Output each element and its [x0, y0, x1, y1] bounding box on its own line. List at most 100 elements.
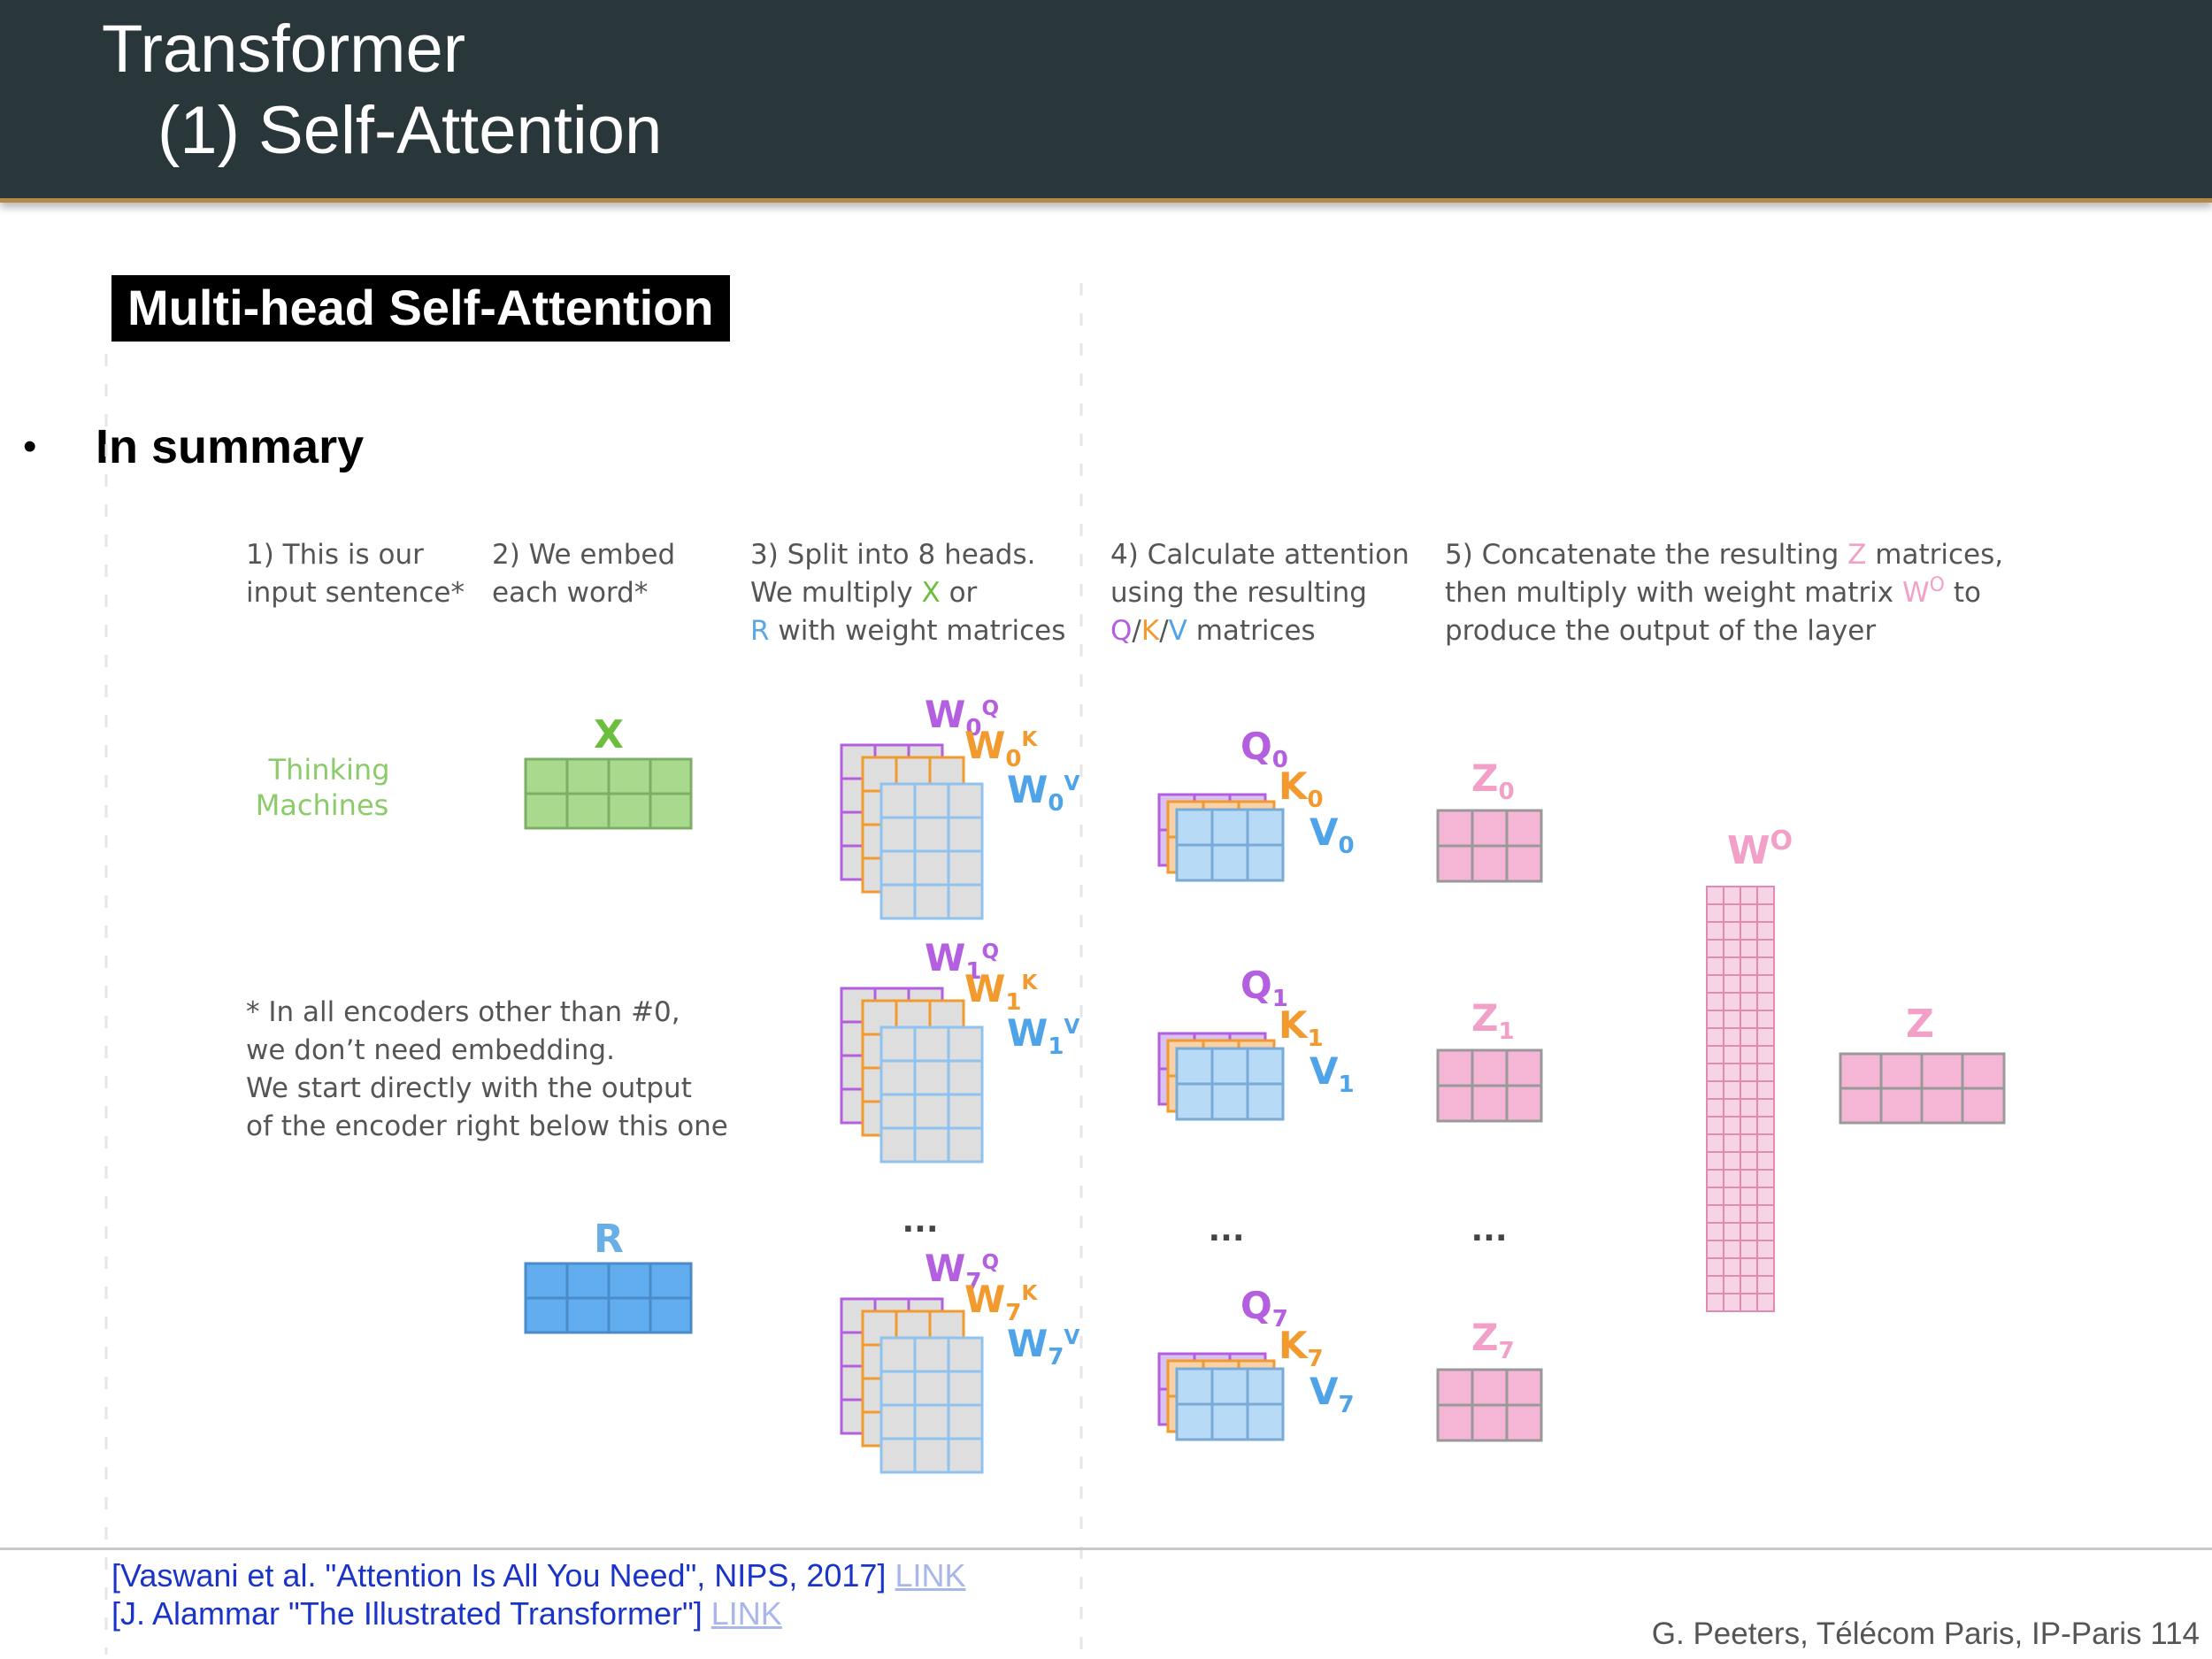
wv-label-0-index: 0 — [1048, 790, 1064, 817]
wv-label-0-main: W — [1007, 768, 1048, 811]
step-3-x: X — [921, 577, 940, 609]
z-head-1: Z1 — [1436, 996, 1543, 1123]
step-5-z: Z — [1847, 539, 1866, 571]
step-2-line-1: 2) We embed — [492, 539, 675, 571]
step-1-text: 1) This is our input sentence* — [246, 539, 465, 609]
step-5-matrices: matrices, — [1866, 539, 2003, 571]
section-tag: Multi-head Self-Attention — [111, 275, 730, 342]
step-4-line-2: using the resulting — [1110, 577, 1367, 609]
reference-1: [Vaswani et al. "Attention Is All You Ne… — [111, 1557, 965, 1594]
wk-label-1-index: 1 — [1005, 989, 1021, 1016]
z-output-matrix — [1839, 1052, 2006, 1125]
reference-1-link[interactable]: LINK — [895, 1557, 966, 1594]
z-label-0: Z0 — [1471, 757, 1515, 805]
wo-grid — [1706, 886, 1775, 1312]
step-5-text: 5) Concatenate the resulting Z matrices,… — [1445, 539, 2003, 647]
reference-1-text: [Vaswani et al. "Attention Is All You Ne… — [111, 1557, 895, 1594]
step-5-wo: W — [1902, 577, 1930, 609]
bullet-dot: • — [23, 425, 37, 468]
z-label-1-main: Z — [1471, 996, 1498, 1040]
wv-label-1-index: 1 — [1048, 1033, 1064, 1060]
step-1-line-1: 1) This is our — [246, 539, 424, 571]
z-matrix-0 — [1436, 809, 1543, 883]
v-label-1: V1 — [1310, 1049, 1355, 1098]
reference-2: [J. Alammar "The Illustrated Transformer… — [111, 1595, 782, 1632]
step-5-line-3: produce the output of the layer — [1445, 615, 1876, 647]
z-label-1: Z1 — [1471, 996, 1515, 1045]
step-4-matrices: matrices — [1187, 615, 1316, 647]
wq-label-0-main: W — [925, 693, 965, 736]
step-4-q: Q — [1110, 615, 1132, 647]
wq-label-1: W1Q — [925, 936, 999, 985]
step-5-line-2: then multiply with weight matrix WO to — [1445, 574, 1981, 609]
wk-label-1-sup: K — [1021, 972, 1038, 995]
r-matrix — [524, 1262, 693, 1334]
ellipsis-weights: ... — [902, 1203, 938, 1240]
step-3-r: R — [750, 615, 770, 647]
v-label-1-main: V — [1310, 1049, 1339, 1093]
x-embedding-matrix — [524, 757, 693, 830]
slide-title: Transformer — [102, 12, 466, 87]
wk-label-0: W0K — [964, 724, 1038, 772]
step-5-to: to — [1945, 577, 1981, 609]
z-matrix-1 — [1436, 1048, 1543, 1123]
q-label-1-main: Q — [1240, 964, 1272, 1007]
step-4-line-3: Q/K/V matrices — [1110, 615, 1316, 647]
ellipsis-qkv: ... — [1208, 1212, 1244, 1248]
z-label-7-index: 7 — [1498, 1338, 1514, 1364]
step-5-concat: 5) Concatenate the resulting — [1445, 539, 1847, 571]
z-label-7: Z7 — [1471, 1316, 1515, 1364]
input-word-thinking: Thinking — [267, 753, 389, 787]
q-label-0: Q0 — [1240, 725, 1288, 773]
v-label-7: V7 — [1310, 1370, 1355, 1418]
wv-label-0: W0V — [1007, 768, 1079, 817]
z-output-label: Z — [1906, 1002, 1934, 1047]
step-2-line-2: each word* — [492, 577, 648, 609]
x-label: X — [594, 712, 624, 757]
z-matrix-7 — [1436, 1368, 1543, 1442]
v-matrix-1 — [1175, 1047, 1285, 1121]
wv-label-1-sup: V — [1064, 1016, 1079, 1039]
step-4-line-1: 4) Calculate attention — [1110, 539, 1409, 571]
v-label-0: V0 — [1310, 810, 1355, 859]
v-label-0-main: V — [1310, 810, 1339, 854]
step-3-weights: with weight matrices — [770, 615, 1066, 647]
q-label-7-main: Q — [1240, 1284, 1272, 1327]
slide-subtitle: (1) Self-Attention — [157, 93, 663, 168]
ellipsis-z: ... — [1471, 1212, 1507, 1248]
k-label-7-index: 7 — [1308, 1346, 1324, 1372]
wq-label-1-main: W — [925, 936, 965, 979]
wk-label-0-index: 0 — [1005, 746, 1021, 772]
v-label-7-main: V — [1310, 1370, 1339, 1413]
wo-label-o: O — [1770, 826, 1793, 856]
q-label-0-main: Q — [1240, 725, 1272, 768]
z-label-0-main: Z — [1471, 757, 1498, 800]
footnote-line-2: we don’t need embedding. — [246, 1034, 615, 1066]
wq-label-0-sup: Q — [981, 697, 999, 720]
wv-label-7-index: 7 — [1048, 1344, 1064, 1371]
z-label-7-main: Z — [1471, 1316, 1498, 1359]
wq-label-7: W7Q — [925, 1247, 999, 1295]
wk-label-7-index: 7 — [1005, 1300, 1021, 1326]
z-label-0-index: 0 — [1498, 779, 1514, 805]
k-label-0-main: K — [1279, 764, 1309, 808]
reference-2-link[interactable]: LINK — [710, 1595, 782, 1632]
wq-label-7-index: 7 — [965, 1269, 981, 1295]
v-label-1-index: 1 — [1339, 1071, 1355, 1098]
wv-label-1-main: W — [1007, 1011, 1048, 1055]
step-5-line-1: 5) Concatenate the resulting Z matrices, — [1445, 539, 2003, 571]
q-label-1-index: 1 — [1272, 986, 1288, 1012]
wq-label-7-sup: Q — [981, 1251, 999, 1274]
k-label-1: K1 — [1279, 1003, 1324, 1052]
wk-label-0-main: W — [964, 724, 1005, 767]
wv-label-7-main: W — [1007, 1322, 1048, 1365]
k-label-0-index: 0 — [1308, 787, 1324, 813]
wk-label-7-sup: K — [1021, 1282, 1038, 1305]
